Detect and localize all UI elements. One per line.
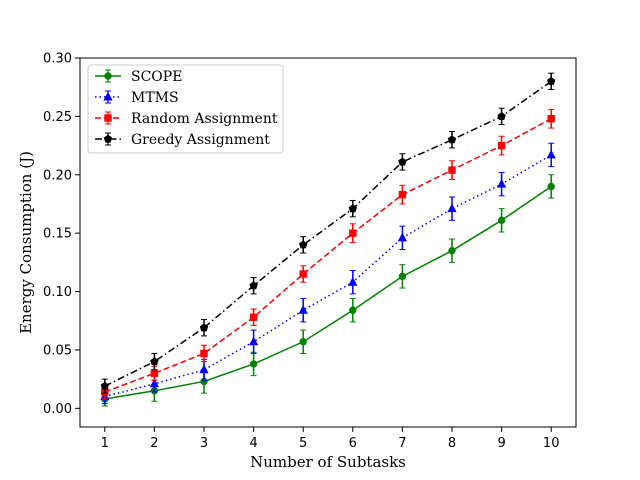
data-point — [497, 216, 506, 225]
data-point — [249, 313, 258, 321]
data-point — [398, 190, 407, 199]
data-point — [349, 306, 357, 314]
y-tick-label: 0.25 — [43, 110, 72, 125]
data-point — [447, 135, 457, 144]
x-tick-label: 1 — [101, 436, 109, 451]
data-point — [299, 338, 307, 346]
legend-item: MTMS — [95, 90, 179, 106]
data-point — [199, 364, 209, 374]
data-point — [348, 204, 357, 213]
y-tick-label: 0.15 — [43, 227, 72, 242]
legend-marker — [104, 72, 112, 80]
series-line — [104, 118, 552, 393]
legend-label: SCOPE — [131, 69, 182, 85]
data-point — [547, 182, 555, 191]
y-tick-label: 0.05 — [43, 343, 72, 358]
legend-item: Random Assignment — [95, 111, 278, 127]
data-point — [546, 149, 556, 159]
data-point — [249, 360, 258, 368]
series-scope — [101, 174, 555, 407]
data-point — [547, 76, 556, 85]
y-tick-label: 0.20 — [43, 168, 72, 183]
data-point — [496, 178, 507, 188]
data-point — [448, 246, 456, 255]
data-point — [299, 240, 308, 249]
plot-frame — [79, 57, 577, 428]
data-point — [149, 378, 160, 388]
data-point — [299, 270, 307, 278]
data-point — [248, 336, 259, 346]
series-line — [104, 80, 552, 387]
data-point — [448, 166, 456, 174]
data-point — [397, 232, 408, 242]
legend: SCOPE MTMS Random Assignment Greedy Assignm… — [87, 64, 284, 154]
legend-label: MTMS — [131, 90, 179, 106]
data-point — [398, 272, 407, 281]
data-point — [200, 349, 208, 358]
series-greedy-assignment — [100, 72, 556, 394]
series-mtms — [100, 142, 556, 405]
x-axis-label: Number of Subtasks — [250, 453, 406, 471]
series-line — [104, 185, 552, 400]
data-point — [150, 357, 159, 366]
x-tick-label: 6 — [349, 436, 357, 451]
legend-label: Random Assignment — [131, 111, 278, 127]
data-point — [348, 276, 358, 286]
data-point — [150, 369, 159, 377]
data-point — [547, 115, 555, 123]
data-point — [349, 229, 357, 237]
y-axis: 0.00 0.05 0.10 0.15 0.20 0.25 0.30 — [43, 52, 80, 417]
data-point — [199, 323, 209, 332]
x-tick-label: 2 — [150, 436, 158, 451]
y-tick-label: 0.00 — [43, 402, 72, 417]
legend-box — [87, 64, 284, 154]
x-tick-label: 8 — [448, 436, 456, 451]
series-line — [104, 154, 552, 398]
series-layer — [100, 72, 556, 407]
y-tick-label: 0.30 — [43, 52, 72, 67]
data-point — [298, 304, 308, 314]
legend-marker — [103, 91, 113, 101]
series-random-assignment — [101, 108, 555, 400]
x-tick-label: 9 — [497, 436, 505, 451]
legend-label: Greedy Assignment — [131, 132, 270, 148]
x-tick-label: 5 — [299, 436, 307, 451]
legend-marker — [104, 114, 112, 122]
x-axis: 1 2 3 4 5 6 7 8 9 10 — [101, 427, 560, 451]
data-point — [497, 141, 506, 150]
y-axis-label: Energy Consumption (J) — [17, 151, 35, 334]
data-point — [447, 203, 457, 213]
y-tick-label: 0.10 — [43, 285, 72, 300]
x-tick-label: 3 — [200, 436, 208, 451]
legend-item: Greedy Assignment — [95, 132, 270, 148]
legend-marker — [103, 134, 113, 143]
x-tick-label: 7 — [398, 436, 406, 451]
x-tick-label: 4 — [249, 436, 257, 451]
data-point — [249, 281, 258, 290]
data-point — [398, 157, 407, 166]
x-tick-label: 10 — [543, 436, 560, 451]
legend-item: SCOPE — [95, 69, 182, 85]
data-point — [497, 111, 506, 120]
data-point — [100, 381, 109, 390]
